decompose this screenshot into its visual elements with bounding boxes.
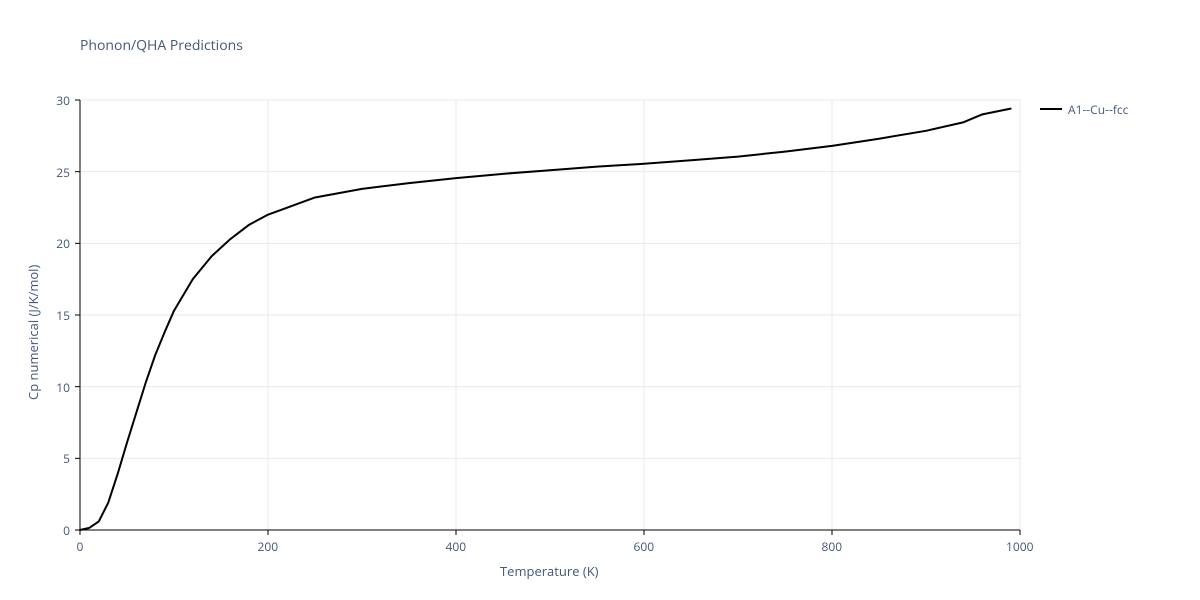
y-tick-label: 10 bbox=[40, 379, 70, 396]
y-tick-label: 5 bbox=[40, 450, 70, 467]
chart-container: Phonon/QHA Predictions Cp numerical (J/K… bbox=[0, 0, 1200, 600]
y-tick-label: 15 bbox=[40, 307, 70, 324]
x-tick-label: 0 bbox=[77, 538, 84, 555]
plot-area bbox=[0, 0, 1200, 600]
x-tick-label: 400 bbox=[446, 538, 467, 555]
x-tick-label: 200 bbox=[258, 538, 279, 555]
x-tick-label: 1000 bbox=[1006, 538, 1033, 555]
x-tick-label: 800 bbox=[822, 538, 843, 555]
legend-series-line bbox=[1040, 108, 1062, 110]
x-tick-label: 600 bbox=[634, 538, 655, 555]
y-tick-label: 30 bbox=[40, 92, 70, 109]
y-tick-label: 25 bbox=[40, 164, 70, 181]
y-tick-label: 0 bbox=[40, 522, 70, 539]
y-tick-label: 20 bbox=[40, 235, 70, 252]
legend-series-label: A1--Cu--fcc bbox=[1068, 101, 1128, 118]
x-axis-label: Temperature (K) bbox=[500, 562, 599, 580]
